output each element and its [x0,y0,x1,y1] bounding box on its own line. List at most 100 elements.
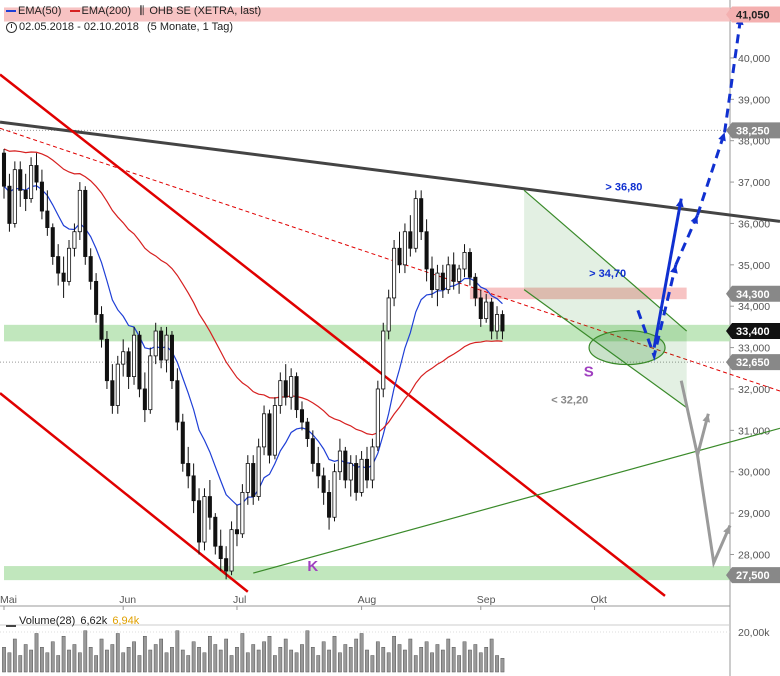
volume-bar [397,644,402,673]
interval-label: (5 Monate, 1 Tag) [147,21,234,33]
candle-body [299,409,305,423]
candle-body [191,475,196,502]
volume-bar [148,649,153,673]
volume-bar [245,652,250,673]
candle [18,161,23,207]
volume-bar [2,647,6,673]
candle [137,331,142,398]
volume-bar [283,638,288,673]
candle [419,190,424,240]
candle [397,231,402,274]
volume-bar [473,644,478,673]
volume-bar [110,644,115,673]
candle [283,364,288,406]
volume-bar [343,644,348,673]
candle-body [343,450,348,481]
candle [66,240,72,286]
candle [191,463,196,514]
candle-body [424,231,429,270]
price-marker-label: 41,050 [736,9,770,21]
y-tick-label: 34,000 [738,301,770,313]
candle-body [256,446,261,497]
candle-body [370,446,375,481]
price-marker-box [726,122,780,139]
ema50-legend-label: EMA(50) [18,5,62,17]
candle [354,455,359,501]
candle [289,368,294,410]
volume-bar [186,655,191,673]
period-row: 02.05.2018 - 02.10.2018 (5 Monate, 1 Tag… [6,21,235,33]
annotation-2: < 32,20 [551,394,588,406]
candle [121,339,126,377]
volume-bar [375,641,380,673]
volume-bar [495,655,499,673]
candle [207,480,212,530]
volume-legend: Volume(28) 6,62k 6,94k [6,615,141,627]
candle [457,264,462,294]
zone-resistance-1 [469,287,687,300]
candle [12,161,17,228]
volume-bar [99,638,104,673]
period-label: 02.05.2018 - 02.10.2018 [19,21,139,33]
candle-body [213,516,218,547]
price-marker-label: 38,250 [736,125,770,137]
candle-body [440,272,445,291]
scenario-arrow-gray-2-head [723,525,731,535]
candle [88,248,93,290]
volume-bar [240,633,245,673]
candle [50,223,55,265]
volume-value-1: 6,62k [80,615,108,627]
candle-body [262,413,267,448]
forecast-arrow-dashed-1 [636,264,678,362]
candle [159,326,164,369]
candle-body [429,268,435,291]
candle-icon: ⫼ [139,4,145,17]
candle [500,310,505,340]
volume-bar [430,652,434,673]
candle [142,372,147,423]
volume-bar [164,652,169,673]
volume-bar [424,641,429,673]
volume-bar [457,655,461,673]
zone-resistance-0 [4,7,730,22]
annotation-4: K [307,558,318,575]
volume-bar [489,638,494,673]
volume-bar [338,652,342,673]
candle-body [364,458,370,481]
volume-bar [115,633,120,673]
volume-bar [170,647,174,673]
y-tick-label: 37,000 [738,177,770,189]
candle-body [278,380,283,406]
candle-body [50,227,55,257]
candle-body [408,231,413,249]
candle-body [104,338,109,382]
candle [72,223,77,257]
candle-body [132,334,137,377]
candle [375,380,380,452]
candle-body [7,185,12,224]
volume-bar [18,655,23,673]
candle-body [484,301,489,320]
ema200-line [3,148,503,436]
volume-bar [94,655,98,673]
ema50-legend-swatch [6,10,16,13]
candle [164,326,169,373]
candle-body [169,334,174,382]
candle-body [386,297,391,332]
price-marker-label: 33,400 [736,326,770,338]
volume-bar [45,652,50,673]
candle-body [321,475,326,493]
long-term-downtrend-line [0,120,780,223]
candle-body [61,272,66,282]
candle [251,455,256,505]
candle-body [402,231,407,266]
candle-body [397,247,402,266]
volume-bar [273,655,277,673]
candle [435,264,440,307]
volume-bar [132,641,136,673]
y-tick-label: 38,000 [738,136,770,148]
x-tick-label: Mai [0,594,17,606]
candle [305,417,310,447]
candle [99,306,104,348]
candle [45,190,50,236]
